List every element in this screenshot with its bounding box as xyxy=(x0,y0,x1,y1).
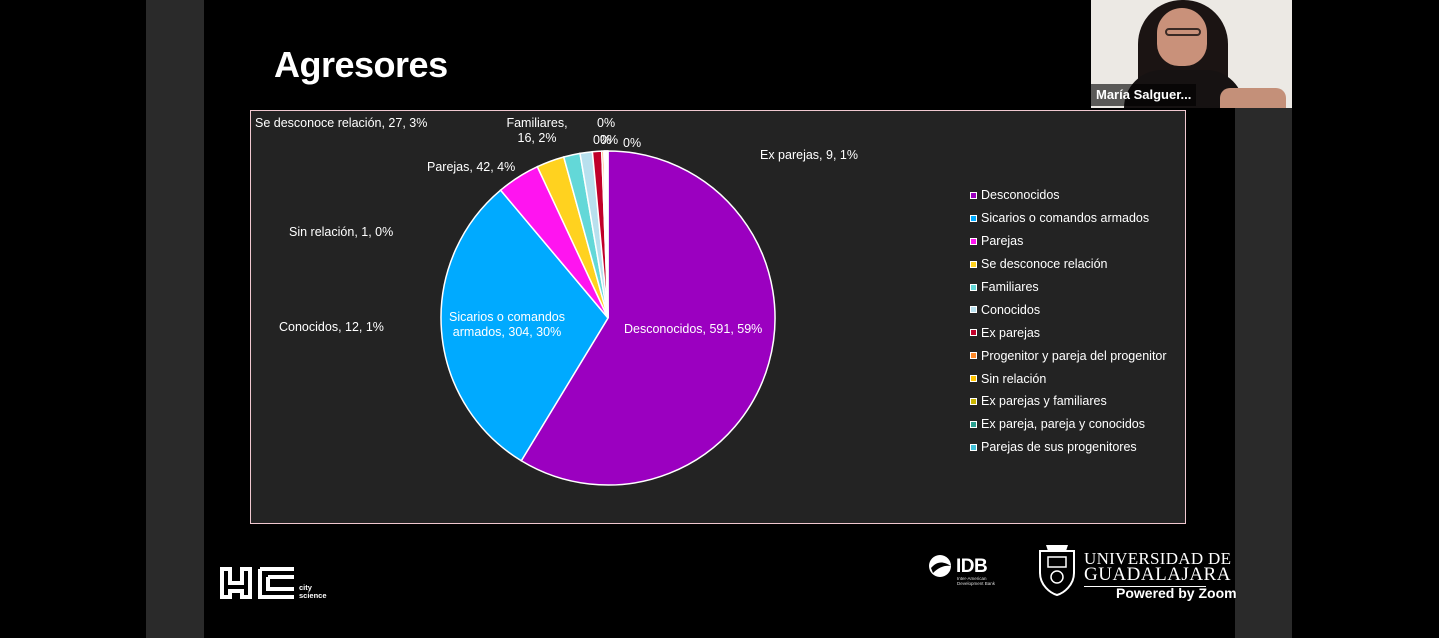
legend-item: Sicarios o comandos armados xyxy=(970,207,1167,230)
data-label-se-desconoce: Se desconoce relación, 27, 3% xyxy=(255,116,428,130)
data-label-familiares-line1: Familiares, xyxy=(506,116,568,130)
data-label-sicarios-line1: Sicarios o comandos xyxy=(448,310,566,324)
legend-swatch xyxy=(970,420,977,428)
idb-wordmark: IDB xyxy=(956,556,988,577)
legend-swatch xyxy=(970,397,977,405)
data-label-sicarios-line2: armados, 304, 30% xyxy=(452,325,562,339)
legend-item: Se desconoce relación xyxy=(970,253,1167,276)
idb-logo-icon xyxy=(929,555,951,577)
data-label-ex-parejas: Ex parejas, 9, 1% xyxy=(760,148,858,162)
legend-item: Parejas de sus progenitores xyxy=(970,436,1167,459)
data-label-zero-mid1: 0% xyxy=(593,133,612,147)
legend-label: Ex parejas xyxy=(981,325,1041,340)
data-label-sicarios: Sicarios o comandos armados, 304, 30% xyxy=(447,310,567,340)
city-line: city xyxy=(299,583,312,592)
legend-swatch xyxy=(970,352,977,360)
science-line: science xyxy=(299,591,327,600)
legend-swatch xyxy=(970,375,977,383)
data-label-parejas: Parejas, 42, 4% xyxy=(427,160,516,174)
city-science-logo-icon xyxy=(220,567,294,599)
legend-item: Sin relación xyxy=(970,367,1167,390)
legend-item: Progenitor y pareja del progenitor xyxy=(970,344,1167,367)
data-label-familiares-line2: 16, 2% xyxy=(517,131,557,145)
participant-name-label: María Salguer... xyxy=(1091,84,1197,106)
zoom-branding: Powered by Zoom xyxy=(1116,585,1237,601)
udg-wordmark-line1: UNIVERSIDAD DE xyxy=(1084,549,1232,568)
data-label-zero-top: 0% xyxy=(597,116,616,130)
legend-swatch xyxy=(970,214,977,222)
idb-sub-line1: Inter-American xyxy=(957,576,987,581)
idb-subtitle: Inter-American Development Bank xyxy=(957,576,995,586)
pie-slice-sicarios-o-comandos-armados xyxy=(440,189,609,462)
data-label-conocidos: Conocidos, 12, 1% xyxy=(279,320,384,334)
pie-slice-desconocidos xyxy=(520,150,776,486)
data-label-desconocidos: Desconocidos, 591, 59% xyxy=(624,322,763,336)
legend-item: Parejas xyxy=(970,230,1167,253)
participant-arm xyxy=(1220,88,1286,108)
legend-label: Progenitor y pareja del progenitor xyxy=(981,348,1167,363)
chart-legend: Desconocidos Sicarios o comandos armados P… xyxy=(970,184,1167,459)
legend-label: Ex parejas y familiares xyxy=(981,394,1107,409)
legend-swatch xyxy=(970,283,977,291)
participant-glasses xyxy=(1165,28,1201,36)
idb-sub-line2: Development Bank xyxy=(957,581,996,586)
slide-title: Agresores xyxy=(274,44,448,85)
legend-label: Parejas de sus progenitores xyxy=(981,440,1137,455)
legend-item: Ex parejas xyxy=(970,321,1167,344)
udg-divider xyxy=(1084,586,1206,587)
participant-face xyxy=(1157,8,1207,66)
legend-swatch xyxy=(970,329,977,337)
legend-item: Conocidos xyxy=(970,298,1167,321)
legend-swatch xyxy=(970,443,977,451)
legend-label: Sicarios o comandos armados xyxy=(981,211,1150,226)
legend-item: Familiares xyxy=(970,276,1167,299)
city-science-wordmark: city science xyxy=(299,584,327,600)
legend-label: Sin relación xyxy=(981,371,1047,386)
legend-label: Desconocidos xyxy=(981,188,1060,203)
legend-item: Ex pareja, pareja y conocidos xyxy=(970,413,1167,436)
legend-item: Ex parejas y familiares xyxy=(970,390,1167,413)
legend-label: Conocidos xyxy=(981,302,1041,317)
legend-swatch xyxy=(970,237,977,245)
letterbox-left xyxy=(146,0,204,638)
data-label-familiares: Familiares, 16, 2% xyxy=(502,116,572,146)
data-label-zero-mid2: 0% xyxy=(600,133,619,147)
data-label-sin-relacion: Sin relación, 1, 0% xyxy=(289,225,394,239)
legend-swatch xyxy=(970,306,977,314)
legend-label: Familiares xyxy=(981,280,1039,294)
udg-wordmark-line2: GUADALAJARA xyxy=(1084,564,1231,585)
legend-swatch xyxy=(970,260,977,268)
legend-item: Desconocidos xyxy=(970,184,1167,207)
legend-label: Ex pareja, pareja y conocidos xyxy=(981,417,1145,432)
data-label-zero-right: 0% xyxy=(623,136,642,150)
legend-swatch xyxy=(970,191,977,199)
legend-label: Parejas xyxy=(981,234,1024,249)
udg-crest-icon xyxy=(1039,545,1075,597)
legend-label: Se desconoce relación xyxy=(981,257,1108,272)
pie-slice-parejas-de-sus-progenitores xyxy=(606,150,609,319)
